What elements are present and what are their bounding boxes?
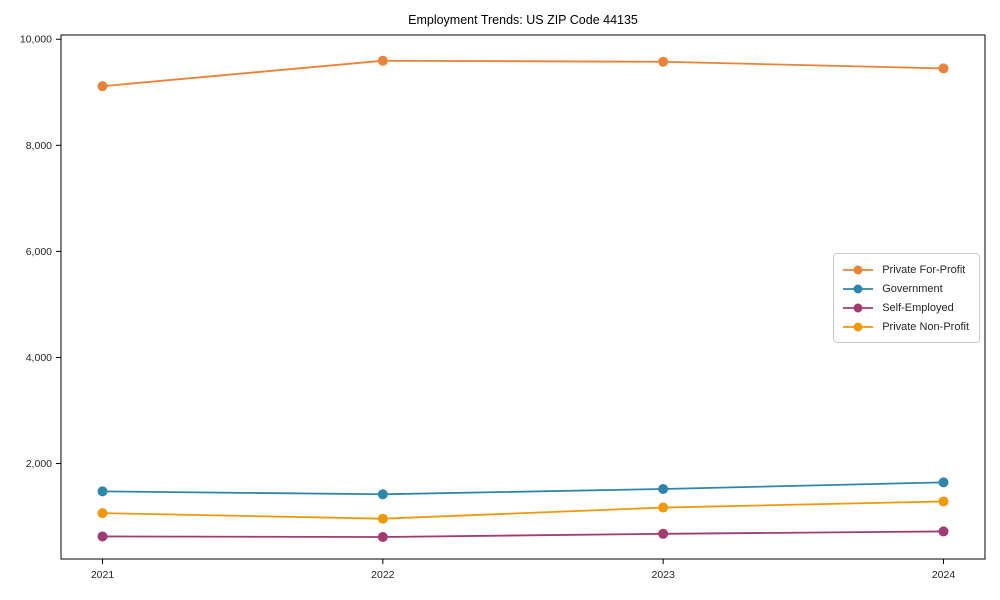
- legend-swatch-self-employed: [843, 303, 874, 312]
- data-point-self-employed: [377, 531, 388, 542]
- data-point-self-employed: [658, 528, 669, 539]
- legend-swatch-marker: [853, 265, 863, 274]
- legend: Private For-Profit Government Self-Employe…: [833, 253, 980, 343]
- chart-title: Employment Trends: US ZIP Code 44135: [408, 13, 638, 27]
- data-point-private-for-profit: [97, 81, 108, 92]
- data-point-government: [658, 483, 669, 494]
- legend-swatch-private-for-profit: [843, 265, 874, 274]
- data-point-private-non-profit: [377, 513, 388, 524]
- data-point-private-for-profit: [377, 55, 388, 66]
- x-tick-label: 2023: [651, 569, 675, 581]
- legend-item-private-non-profit: Private Non-Profit: [842, 317, 969, 336]
- data-point-private-for-profit: [938, 63, 949, 74]
- data-point-private-for-profit: [658, 56, 669, 67]
- data-point-private-non-profit: [658, 502, 669, 513]
- series-group: [97, 55, 949, 542]
- legend-swatch-government: [843, 284, 874, 293]
- data-point-government: [97, 486, 108, 497]
- legend-label-self-employed: Self-Employed: [882, 301, 954, 314]
- series-line-private-for-profit: [102, 59, 944, 88]
- data-point-self-employed: [97, 531, 108, 542]
- y-tick-label: 4,000: [26, 352, 52, 364]
- legend-item-private-for-profit: Private For-Profit: [842, 260, 969, 279]
- legend-swatch-marker: [853, 303, 863, 312]
- series-line-government: [102, 481, 944, 496]
- legend-label-private-non-profit: Private Non-Profit: [882, 320, 969, 333]
- y-tick-label: 10,000: [20, 34, 52, 46]
- y-tick-label: 8,000: [26, 140, 52, 152]
- data-point-private-non-profit: [97, 508, 108, 519]
- legend-swatch-private-non-profit: [843, 322, 874, 331]
- data-point-private-non-profit: [938, 496, 949, 507]
- plot-frame: [60, 34, 986, 560]
- legend-label-private-for-profit: Private For-Profit: [882, 263, 966, 276]
- x-tick-label: 2024: [932, 569, 956, 581]
- legend-swatch-marker: [853, 284, 863, 293]
- series-line-private-non-profit: [102, 500, 944, 520]
- legend-label-government: Government: [882, 282, 943, 295]
- x-tick-label: 2021: [91, 569, 115, 581]
- legend-item-self-employed: Self-Employed: [842, 298, 969, 317]
- data-point-government: [377, 489, 388, 500]
- y-tick-label: 6,000: [26, 246, 52, 258]
- data-point-government: [938, 477, 949, 488]
- data-point-self-employed: [938, 526, 949, 537]
- legend-item-government: Government: [842, 279, 969, 298]
- series-line-self-employed: [102, 530, 944, 538]
- y-tick-label: 2,000: [26, 458, 52, 470]
- axes: 2,000 4,000 6,000 8,000 10,000 2021 2022 2023 20…: [20, 34, 986, 581]
- legend-swatch-marker: [853, 322, 863, 331]
- x-tick-label: 2022: [371, 569, 395, 581]
